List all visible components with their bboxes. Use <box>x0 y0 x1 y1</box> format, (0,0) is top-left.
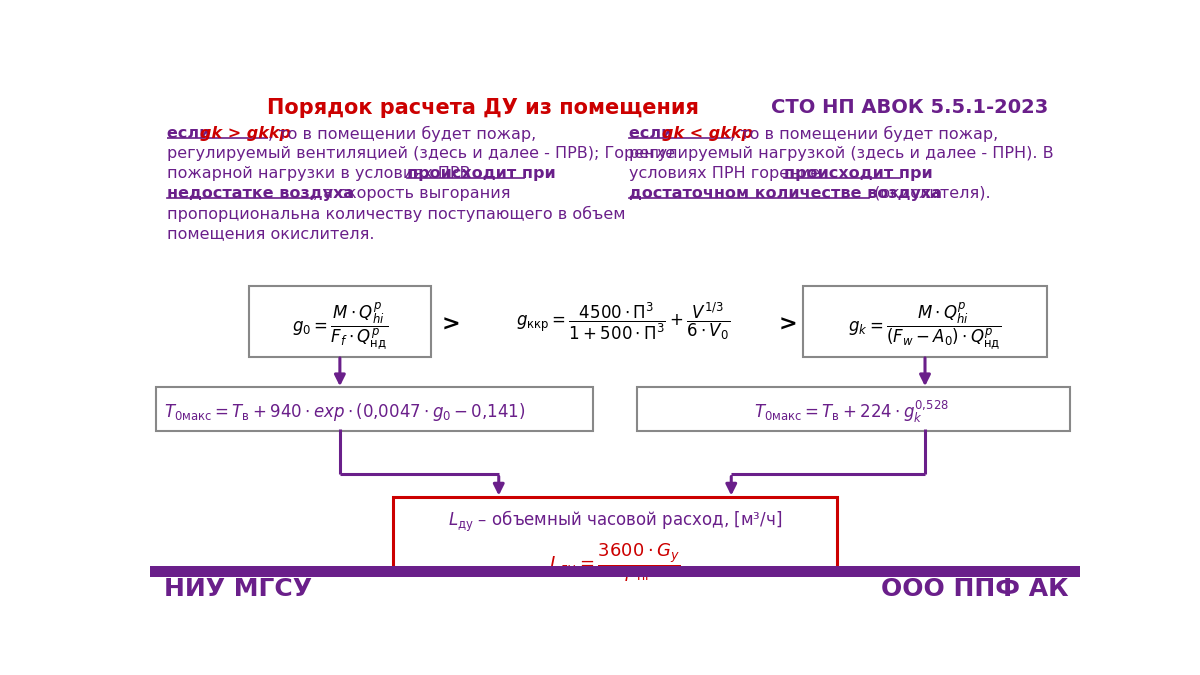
Text: достаточном количестве воздуха: достаточном количестве воздуха <box>629 186 942 200</box>
Text: $g_0 = \dfrac{M \cdot Q_{hi}^p}{F_f \cdot Q_{\text{нд}}^p}$: $g_0 = \dfrac{M \cdot Q_{hi}^p}{F_f \cdo… <box>292 300 388 352</box>
Text: $g_k = \dfrac{M \cdot Q_{hi}^p}{(F_w - A_0) \cdot Q_{\text{нд}}^p}$: $g_k = \dfrac{M \cdot Q_{hi}^p}{(F_w - A… <box>848 300 1002 352</box>
Text: условиях ПРН горение: условиях ПРН горение <box>629 165 826 181</box>
Text: ООО ППФ АК: ООО ППФ АК <box>881 577 1068 601</box>
Text: если: если <box>629 126 678 140</box>
Text: пропорциональна количеству поступающего в объем: пропорциональна количеству поступающего … <box>167 206 625 222</box>
FancyBboxPatch shape <box>156 387 593 431</box>
Text: gk < gkkp: gk < gkkp <box>661 126 752 140</box>
Text: gk > gkkp: gk > gkkp <box>199 126 290 140</box>
FancyBboxPatch shape <box>392 497 838 568</box>
Text: $L_{\text{ду}}$ – объемный часовой расход, [м³/ч]: $L_{\text{ду}}$ – объемный часовой расхо… <box>448 509 782 535</box>
Text: происходит при: происходит при <box>407 165 556 181</box>
Text: недостатке воздуха: недостатке воздуха <box>167 186 354 200</box>
Text: $T_{\text{0макс}} = T_\text{в} + 940 \cdot exp \cdot (0{,}0047 \cdot g_0 - 0{,}1: $T_{\text{0макс}} = T_\text{в} + 940 \cd… <box>164 401 526 423</box>
Text: если: если <box>167 126 216 140</box>
Text: пожарной нагрузки в условиях ПРВ: пожарной нагрузки в условиях ПРВ <box>167 165 475 181</box>
Text: Порядок расчета ДУ из помещения: Порядок расчета ДУ из помещения <box>268 98 700 118</box>
Text: $g_{\text{ккр}} = \dfrac{4500 \cdot \Pi^3}{1 + 500 \cdot \Pi^3} + \dfrac{V^{1/3}: $g_{\text{ккр}} = \dfrac{4500 \cdot \Pi^… <box>516 300 730 342</box>
Bar <box>150 566 1080 577</box>
Text: (окислителя).: (окислителя). <box>869 186 991 200</box>
Text: происходит при: происходит при <box>784 165 932 181</box>
FancyBboxPatch shape <box>250 286 431 356</box>
Text: регулируемый вентиляцией (здесь и далее - ПРВ); Горение: регулируемый вентиляцией (здесь и далее … <box>167 146 676 161</box>
Text: СТО НП АВОК 5.5.1-2023: СТО НП АВОК 5.5.1-2023 <box>770 98 1048 117</box>
Text: $\mathbf{>}$: $\mathbf{>}$ <box>437 314 460 333</box>
Text: регулируемый нагрузкой (здесь и далее - ПРН). В: регулируемый нагрузкой (здесь и далее - … <box>629 146 1054 161</box>
FancyBboxPatch shape <box>803 286 1046 356</box>
Text: $L_{\text{ду}} = \dfrac{3600 \cdot G_y}{\rho_{\text{пг}}}$: $L_{\text{ду}} = \dfrac{3600 \cdot G_y}{… <box>550 541 680 584</box>
Text: $T_{\text{0макс}} = T_\text{в} + 224 \cdot g_k^{0{,}528}$: $T_{\text{0макс}} = T_\text{в} + 224 \cd… <box>754 399 949 425</box>
Text: НИУ МГСУ: НИУ МГСУ <box>164 577 312 601</box>
Text: , то в помещении будет пожар,: , то в помещении будет пожар, <box>730 126 998 142</box>
FancyBboxPatch shape <box>637 387 1070 431</box>
Text: , а скорость выгорания: , а скорость выгорания <box>313 186 510 200</box>
Text: помещения окислителя.: помещения окислителя. <box>167 225 374 241</box>
Text: $\mathbf{>}$: $\mathbf{>}$ <box>774 314 797 333</box>
Text: , то в помещении будет пожар,: , то в помещении будет пожар, <box>268 126 536 142</box>
